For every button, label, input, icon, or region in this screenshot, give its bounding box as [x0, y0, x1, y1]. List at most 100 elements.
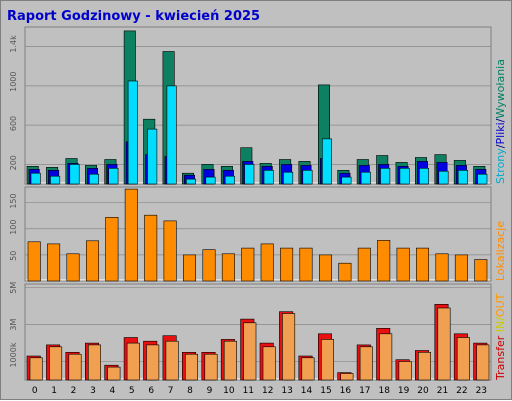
- bar-out-22: [456, 337, 470, 381]
- panel-2: 1000k 3M 5M Transfer IN/OUT: [9, 282, 507, 381]
- panel-1-legend-label: Lokalizacje: [494, 221, 507, 281]
- x-tick-label: 13: [281, 386, 292, 396]
- bar-pages-4: [108, 168, 119, 185]
- bar-pages-10: [224, 175, 235, 185]
- legend-segment: Transfer: [494, 335, 507, 381]
- x-tick-label: 12: [262, 386, 273, 396]
- x-tick-label: 10: [223, 386, 235, 396]
- bar-out-23: [476, 344, 490, 381]
- bar-pages-20: [418, 168, 429, 185]
- x-tick-label: 5: [129, 386, 135, 396]
- bar-pages-1: [50, 175, 61, 185]
- bar-out-17: [359, 346, 373, 381]
- bar-pages-23: [477, 173, 488, 185]
- bar-out-8: [185, 353, 199, 381]
- bar-pages-14: [302, 170, 313, 185]
- bar-visits-17: [357, 247, 371, 282]
- x-tick-label: 19: [398, 386, 410, 396]
- legend-segment: IN/: [494, 317, 507, 336]
- y-tick-label: 200: [9, 155, 18, 170]
- bar-out-2: [68, 353, 82, 381]
- bar-visits-21: [435, 253, 449, 282]
- x-tick-label: 18: [378, 386, 390, 396]
- bar-pages-6: [147, 128, 158, 185]
- bar-visits-23: [474, 259, 488, 282]
- bar-visits-20: [415, 247, 429, 282]
- bar-visits-6: [144, 214, 158, 282]
- panel-0-frame: [24, 26, 492, 185]
- y-tick-label: 1000: [9, 72, 18, 92]
- legend-segment: Lokalizacje: [494, 221, 507, 281]
- bar-pages-13: [283, 171, 294, 185]
- y-tick-label: 5M: [9, 282, 18, 294]
- x-tick-label: 0: [32, 386, 38, 396]
- x-axis: 0 1 2 3 4 5 6 7 8 9 10 11 12 13 14 15 16 17 18 19 20 21 22 23: [32, 386, 487, 396]
- bar-pages-22: [457, 170, 468, 185]
- y-tick-label: 1.4k: [9, 35, 18, 53]
- legend-segment: OUT: [494, 293, 507, 317]
- bar-visits-2: [66, 253, 80, 282]
- y-tick-label: 150: [9, 193, 18, 208]
- panel-2-legend-label: Transfer IN/OUT: [494, 293, 507, 381]
- bar-out-14: [301, 357, 315, 381]
- panel-0-legend-label: Strony/Pliki/Wywołania: [494, 59, 507, 184]
- bar-pages-17: [360, 171, 371, 185]
- x-tick-label: 23: [476, 386, 487, 396]
- x-tick-label: 6: [148, 386, 154, 396]
- x-tick-label: 4: [110, 386, 116, 396]
- bar-out-11: [243, 322, 257, 381]
- x-tick-label: 22: [456, 386, 467, 396]
- bar-out-13: [282, 313, 296, 381]
- bar-out-16: [340, 373, 354, 381]
- bar-out-5: [126, 342, 140, 381]
- y-tick-label: 100: [9, 219, 18, 234]
- bar-out-10: [223, 340, 237, 381]
- panel-1: 50 100 150 Lokalizacje: [9, 186, 507, 282]
- bar-visits-13: [280, 247, 294, 282]
- x-tick-label: 1: [51, 386, 57, 396]
- bar-pages-7: [166, 85, 177, 185]
- x-tick-label: 14: [301, 386, 313, 396]
- bar-pages-15: [321, 138, 332, 185]
- bar-visits-11: [241, 247, 255, 282]
- y-tick-label: 600: [9, 116, 18, 131]
- bar-out-21: [437, 307, 451, 381]
- bar-visits-8: [183, 254, 197, 282]
- bar-visits-7: [163, 220, 177, 282]
- legend-segment: /: [494, 118, 507, 122]
- chart-title: Raport Godzinowy - kwiecień 2025: [7, 9, 260, 24]
- bar-out-12: [262, 346, 276, 381]
- bar-out-20: [417, 351, 431, 381]
- bar-pages-12: [263, 170, 274, 185]
- bar-visits-22: [454, 254, 468, 282]
- bar-out-9: [204, 353, 218, 381]
- bar-visits-9: [202, 249, 216, 282]
- legend-segment: Strony: [494, 148, 507, 184]
- bar-out-6: [146, 344, 160, 381]
- x-tick-label: 2: [71, 386, 77, 396]
- bar-pages-16: [341, 176, 352, 185]
- bar-pages-11: [244, 164, 255, 185]
- x-tick-label: 3: [90, 386, 96, 396]
- bar-pages-5: [127, 80, 138, 185]
- bar-visits-4: [105, 217, 119, 282]
- bar-visits-5: [124, 188, 138, 282]
- panel-2-frame: [24, 283, 492, 381]
- bar-out-7: [165, 340, 179, 381]
- bar-pages-8: [186, 178, 197, 185]
- panels-group: 20060010001.4kStrony/Pliki/Wywołania5010…: [9, 26, 507, 381]
- bar-pages-3: [89, 173, 100, 185]
- bar-visits-19: [396, 247, 410, 282]
- bar-visits-1: [47, 243, 61, 282]
- bar-visits-0: [27, 241, 41, 282]
- x-tick-label: 21: [437, 386, 448, 396]
- y-tick-label: 3M: [9, 319, 18, 331]
- bar-visits-12: [260, 243, 274, 282]
- bar-out-1: [49, 346, 63, 381]
- bar-visits-10: [221, 253, 235, 282]
- bar-visits-14: [299, 247, 313, 282]
- x-tick-label: 20: [417, 386, 429, 396]
- bar-out-15: [320, 339, 334, 381]
- x-tick-label: 9: [207, 386, 213, 396]
